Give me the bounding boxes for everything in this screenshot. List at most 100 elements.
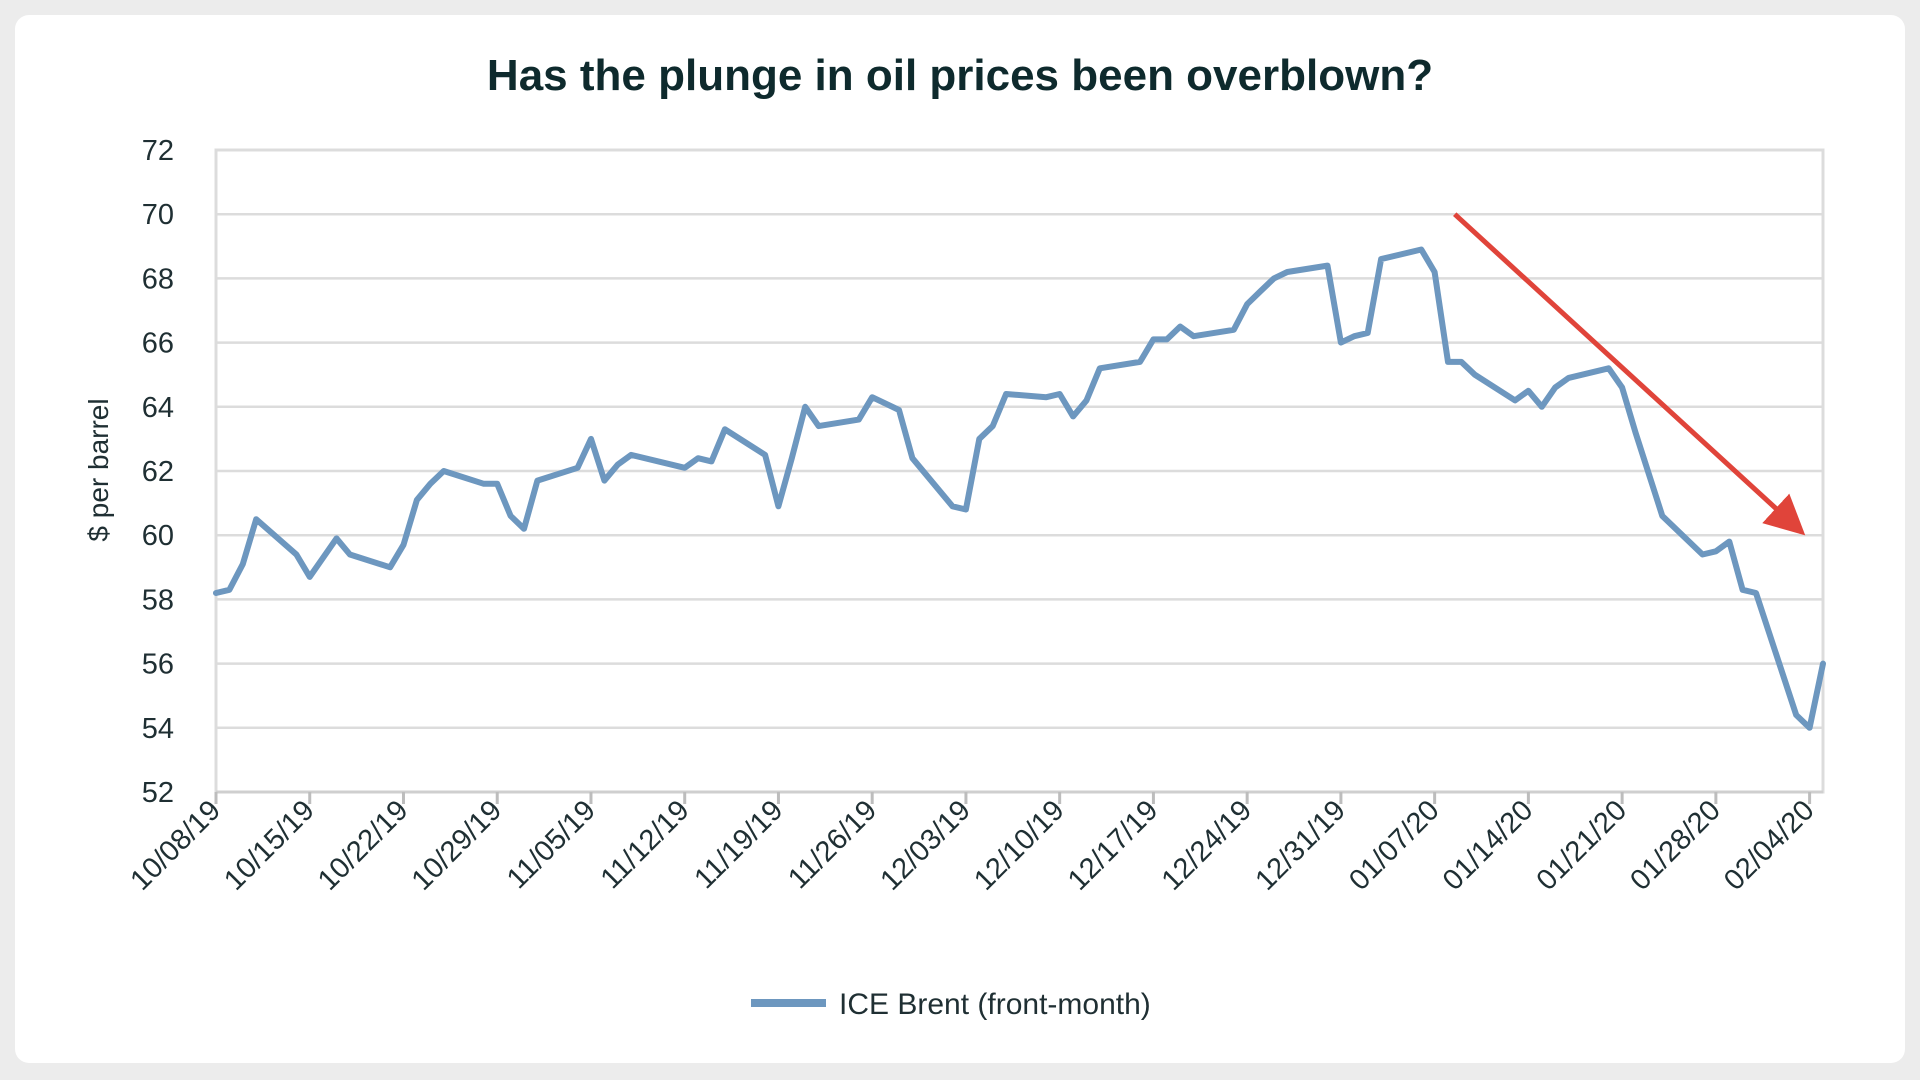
data-point (1057, 391, 1063, 397)
data-point (1271, 275, 1277, 281)
y-tick-label: 72 (142, 135, 174, 167)
x-tick-label: 10/29/19 (406, 794, 508, 896)
data-point (481, 481, 487, 487)
data-point (347, 551, 353, 557)
data-point (950, 503, 956, 509)
data-point (722, 426, 728, 432)
data-point (869, 394, 875, 400)
data-point (1633, 429, 1639, 435)
data-point (307, 574, 313, 580)
x-tick-label: 01/21/20 (1531, 794, 1633, 896)
data-point (213, 590, 219, 596)
y-tick-label: 56 (142, 649, 174, 681)
data-point (1539, 404, 1545, 410)
data-point (1566, 375, 1572, 381)
data-point (1606, 365, 1612, 371)
data-point (802, 404, 808, 410)
data-point (521, 526, 527, 532)
data-point (226, 587, 232, 593)
data-point (494, 481, 500, 487)
data-point (1512, 397, 1518, 403)
data-point (775, 503, 781, 509)
series-layer (213, 246, 1826, 731)
data-point (1458, 359, 1464, 365)
data-point (1378, 256, 1384, 262)
x-tick-label: 12/24/19 (1156, 794, 1258, 896)
data-point (990, 423, 996, 429)
data-point (253, 516, 259, 522)
x-tick-label: 11/12/19 (595, 794, 696, 895)
data-point (976, 436, 982, 442)
data-point (1083, 397, 1089, 403)
x-tick-label: 12/10/19 (968, 794, 1070, 896)
data-point (427, 481, 433, 487)
x-tick-label: 11/26/19 (782, 794, 883, 895)
data-point (896, 407, 902, 413)
x-axis: 10/08/1910/15/1910/22/1910/29/1911/05/19… (124, 790, 1823, 897)
y-tick-label: 64 (142, 392, 174, 424)
data-point (1258, 288, 1264, 294)
data-point (334, 535, 340, 541)
data-point (1244, 301, 1250, 307)
data-point (1793, 712, 1799, 718)
x-tick-label: 10/08/19 (124, 794, 226, 896)
data-point (1150, 336, 1156, 342)
y-axis-title: $ per barrel (83, 398, 114, 541)
data-point (708, 458, 714, 464)
data-point (414, 497, 420, 503)
annotation-layer (1453, 212, 1806, 536)
data-point (883, 401, 889, 407)
y-tick-label: 54 (142, 713, 174, 745)
data-point (963, 507, 969, 513)
data-point (628, 452, 634, 458)
data-point (1164, 336, 1170, 342)
series-line (213, 246, 1826, 731)
data-point (1445, 359, 1451, 365)
y-tick-label: 60 (142, 520, 174, 552)
data-point (1338, 340, 1344, 346)
data-point (293, 551, 299, 557)
y-tick-label: 70 (142, 199, 174, 231)
data-point (534, 478, 540, 484)
data-point (909, 455, 915, 461)
data-point (1432, 269, 1438, 275)
data-point (1726, 539, 1732, 545)
x-tick-label: 01/14/20 (1437, 794, 1539, 896)
data-point (1740, 587, 1746, 593)
data-point (588, 436, 594, 442)
data-point (1231, 327, 1237, 333)
legend-label: ICE Brent (front-month) (839, 988, 1151, 1021)
x-tick-label: 02/04/20 (1718, 794, 1820, 896)
data-point (1003, 391, 1009, 397)
data-point (682, 465, 688, 471)
y-tick-label: 66 (142, 328, 174, 360)
data-point (1043, 394, 1049, 400)
gridlines (216, 148, 1823, 794)
data-point (575, 465, 581, 471)
data-point (508, 513, 514, 519)
data-point (1699, 551, 1705, 557)
data-point (441, 468, 447, 474)
data-point (1753, 590, 1759, 596)
data-point (1191, 333, 1197, 339)
y-axis: 52 54 56 58 60 62 64 66 68 70 72 (142, 135, 174, 809)
data-point (1807, 725, 1813, 731)
x-tick-label: 11/19/19 (688, 794, 789, 895)
data-point (1646, 471, 1652, 477)
data-point (240, 561, 246, 567)
trend-arrow (1453, 212, 1806, 536)
x-tick-label: 01/07/20 (1343, 794, 1445, 896)
chart-card (15, 15, 1905, 1063)
data-point (601, 478, 607, 484)
data-point (1472, 372, 1478, 378)
x-tick-label: 10/15/19 (218, 794, 320, 896)
x-tick-label: 12/17/19 (1062, 794, 1164, 896)
data-point (1097, 365, 1103, 371)
y-tick-label: 52 (142, 777, 174, 809)
data-point (1351, 333, 1357, 339)
data-point (695, 455, 701, 461)
data-point (1525, 388, 1531, 394)
data-point (615, 462, 621, 468)
chart-title: Has the plunge in oil prices been overbl… (487, 51, 1433, 100)
data-point (1820, 661, 1826, 667)
